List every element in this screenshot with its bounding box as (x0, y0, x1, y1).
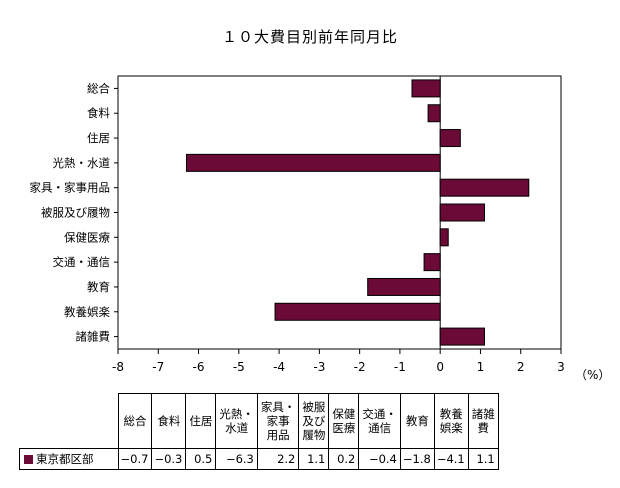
table-cell: −0.4 (358, 448, 401, 470)
x-tick-label: 1 (477, 360, 485, 374)
plot-area: 総合食料住居光熱・水道家具・家事用品被服及び履物保健医療交通・通信教育教養娯楽諸… (30, 75, 610, 382)
bar (427, 104, 441, 123)
table-header-cell: 光熱・ 水道 (215, 393, 258, 449)
bar (411, 79, 441, 98)
category-label: 諸雑費 (76, 330, 111, 344)
header-line: 教養 (439, 407, 463, 421)
category-label: 保健医療 (64, 230, 110, 244)
table-cell: −0.7 (117, 448, 153, 470)
bar (367, 277, 441, 296)
header-line: 教育 (405, 414, 429, 428)
table-header-cell: 諸雑費 (467, 393, 499, 449)
header-line: 家具・ (260, 400, 296, 414)
table-header-cell: 食料 (151, 393, 187, 449)
header-line: 医療 (332, 421, 356, 435)
table-row: 東京都区部 −0.7 −0.3 0.5 −6.3 2.2 1.1 0.2 −0.4 −1.8 −4… (19, 448, 499, 470)
header-line: 光熱・ (219, 407, 254, 421)
table-header-cell: 総合 (117, 393, 153, 449)
table-cell: 2.2 (256, 448, 300, 470)
header-line: 水道 (225, 421, 249, 435)
header-line: 食料 (157, 414, 181, 428)
table-cell: 1.1 (298, 448, 330, 470)
row-label-text: 東京都区部 (36, 452, 94, 466)
bar-chart: 総合食料住居光熱・水道家具・家事用品被服及び履物保健医療交通・通信教育教養娯楽諸… (30, 75, 610, 382)
bar (439, 203, 485, 222)
header-line: 費 (477, 421, 490, 435)
x-tick-label: -5 (233, 360, 245, 374)
category-label: 交通・通信 (53, 255, 111, 269)
x-tick-label: -7 (152, 360, 164, 374)
x-tick-label: -2 (354, 360, 366, 374)
table-header-cell: 交通・ 通信 (358, 393, 401, 449)
bar (439, 228, 449, 247)
x-tick-label: 0 (436, 360, 444, 374)
category-label: 食料 (87, 106, 110, 120)
table-corner (19, 393, 119, 449)
header-line: 履物 (302, 428, 326, 442)
bar (439, 129, 461, 148)
table-header-cell: 教育 (399, 393, 435, 449)
table-cell: −1.8 (399, 448, 435, 470)
x-tick-label: 3 (557, 360, 565, 374)
header-line: 通信 (368, 421, 392, 435)
x-tick-label: -6 (193, 360, 205, 374)
table-header-cell: 家具・ 家事 用品 (256, 393, 300, 449)
table-cell: 0.2 (328, 448, 360, 470)
table-cell: 1.1 (467, 448, 499, 470)
header-line: 家事 (266, 414, 290, 428)
header-line: 被服 (302, 400, 326, 414)
table-header-cell: 被服 及び 履物 (298, 393, 330, 449)
table-cell: −4.1 (433, 448, 469, 470)
bar (423, 253, 441, 272)
x-tick-label: -3 (313, 360, 325, 374)
bar (274, 302, 441, 321)
header-line: 諸雑 (471, 407, 495, 421)
x-tick-label: -1 (394, 360, 406, 374)
header-line: 娯楽 (439, 421, 463, 435)
table-cell: 0.5 (185, 448, 217, 470)
table-header-cell: 教養 娯楽 (433, 393, 469, 449)
bar (439, 178, 530, 197)
table-header-cell: 住居 (185, 393, 217, 449)
table-cell: −0.3 (151, 448, 187, 470)
category-label: 教養娯楽 (64, 305, 110, 319)
category-label: 教育 (87, 280, 110, 294)
header-line: 住居 (189, 414, 213, 428)
bar (439, 327, 485, 346)
x-tick-label: -4 (273, 360, 285, 374)
category-label: 被服及び履物 (41, 206, 110, 220)
header-line: 及び (302, 414, 326, 428)
table-header-cell: 保健 医療 (328, 393, 360, 449)
category-label: 住居 (87, 131, 110, 145)
header-line: 総合 (123, 414, 147, 428)
x-tick-label: 2 (517, 360, 525, 374)
table-cell: −6.3 (215, 448, 258, 470)
category-label: 家具・家事用品 (30, 181, 111, 195)
chart-title: １０大費目別前年同月比 (221, 28, 398, 46)
category-label: 光熱・水道 (53, 156, 111, 170)
table-row-label: 東京都区部 (19, 448, 119, 470)
header-line: 保健 (332, 407, 356, 421)
series-swatch (24, 455, 33, 464)
unit-label: （%） (575, 368, 610, 382)
bar (185, 153, 441, 172)
header-line: 交通・ (362, 407, 397, 421)
category-label: 総合 (87, 81, 110, 95)
table-header-row: 総合 食料 住居 光熱・ 水道 家具・ 家事 用品 被服 及び 履物 保健 医療 交通・ 通信 教育 教養 娯楽諸… (19, 393, 499, 449)
x-tick-label: -8 (112, 360, 124, 374)
data-table: 総合 食料 住居 光熱・ 水道 家具・ 家事 用品 被服 及び 履物 保健 医療 交通・ 通信 教育 教養 娯楽諸… (19, 393, 499, 470)
header-line: 用品 (266, 428, 290, 442)
